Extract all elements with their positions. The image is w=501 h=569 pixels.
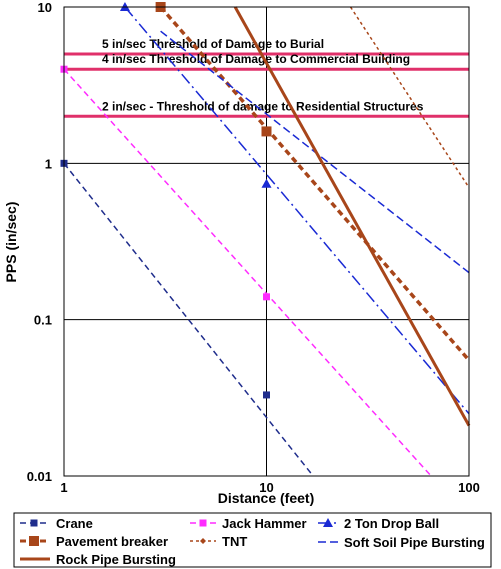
data-point	[200, 538, 206, 544]
data-point	[323, 518, 333, 527]
legend-label: Crane	[56, 516, 93, 531]
threshold-lines: 5 in/sec Threshold of Damage to Burial4 …	[64, 37, 469, 118]
series-line	[63, 162, 314, 477]
series-line	[63, 68, 432, 477]
legend-label: Jack Hammer	[222, 516, 307, 531]
grid-lines	[63, 6, 470, 477]
data-point	[261, 178, 272, 188]
series-group	[349, 6, 470, 188]
series-line	[233, 6, 471, 427]
series-group	[60, 159, 314, 477]
data-point	[263, 391, 270, 399]
data-point	[263, 293, 270, 301]
legend-box	[13, 512, 492, 568]
legend-label: Rock Pipe Bursting	[56, 552, 176, 567]
x-tick-label: 100	[458, 480, 480, 495]
threshold-label: 5 in/sec Threshold of Damage to Burial	[102, 37, 324, 51]
plot-frame	[63, 6, 470, 477]
threshold-label: 4 in/sec Threshold of Damage to Commerci…	[102, 52, 410, 66]
data-point	[199, 519, 207, 527]
series-line	[159, 5, 471, 362]
legend-item: Rock Pipe Bursting	[20, 552, 176, 567]
x-tick-label: 1	[60, 480, 67, 495]
series-line	[124, 6, 470, 415]
y-axis-title: PPS (in/sec)	[3, 202, 19, 283]
data-point	[30, 519, 38, 527]
y-tick-label: 1	[45, 156, 52, 171]
series-lines	[60, 2, 471, 477]
threshold-label: 2 in/sec - Threshold of damage to Reside…	[102, 99, 424, 113]
tick-labels: 1 10 100 0.01 0.1 1 10	[27, 0, 480, 495]
legend-label: TNT	[222, 534, 247, 549]
legend-item: Soft Soil Pipe Bursting	[318, 535, 485, 550]
series-line	[349, 6, 470, 188]
legend: Crane Jack Hammer 2 Ton Drop Ball Pavement …	[13, 512, 492, 568]
series-group	[233, 6, 471, 427]
legend-item: Crane	[20, 516, 93, 531]
x-tick-label: 10	[259, 480, 273, 495]
series-group	[60, 65, 432, 477]
legend-label: 2 Ton Drop Ball	[344, 516, 439, 531]
legend-item: TNT	[190, 534, 247, 549]
legend-item: 2 Ton Drop Ball	[318, 516, 439, 531]
legend-item: Jack Hammer	[190, 516, 307, 531]
data-point	[29, 536, 39, 546]
y-tick-label: 0.01	[27, 469, 52, 484]
legend-label: Pavement breaker	[56, 534, 168, 549]
y-tick-label: 0.1	[34, 313, 52, 328]
x-axis-title: Distance (feet)	[218, 490, 314, 506]
legend-label: Soft Soil Pipe Bursting	[344, 535, 485, 550]
data-point	[261, 126, 272, 137]
y-tick-label: 10	[38, 0, 52, 15]
legend-item: Pavement breaker	[20, 534, 168, 549]
